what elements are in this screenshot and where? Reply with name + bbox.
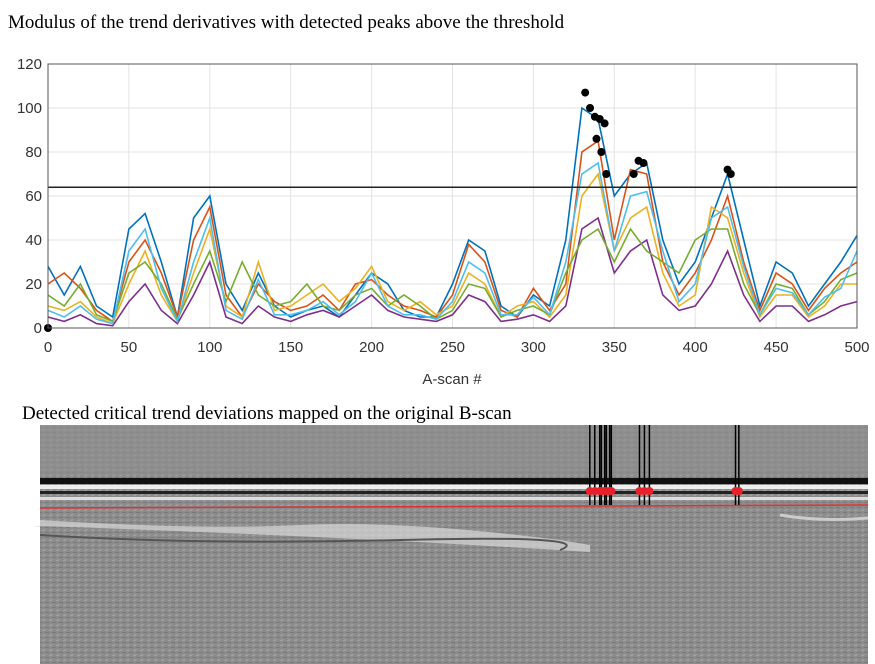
x-tick-label: 0 (44, 339, 52, 356)
y-tick-label: 20 (25, 276, 42, 293)
x-tick-label: 350 (602, 339, 627, 356)
bscan-deviation-marker (607, 487, 616, 495)
y-tick-label: 80 (25, 144, 42, 161)
y-tick-label: 100 (17, 100, 42, 117)
y-tick-label: 120 (17, 56, 42, 73)
y-tick-label: 40 (25, 232, 42, 249)
peak-marker (600, 119, 609, 128)
peak-marker (629, 170, 638, 178)
x-axis-label: A-scan # (422, 371, 482, 388)
series-line (47, 106, 858, 319)
bscan-title: Detected critical trend deviations mappe… (22, 403, 512, 424)
x-tick-label: 300 (521, 339, 546, 356)
series-line (47, 227, 858, 323)
chart-title: Modulus of the trend derivatives with de… (8, 12, 565, 33)
peak-marker (597, 148, 606, 156)
x-tick-label: 450 (764, 339, 789, 356)
x-tick-label: 150 (278, 339, 303, 356)
peak-marker (726, 170, 735, 178)
x-tick-label: 250 (440, 339, 465, 356)
bscan-image (33, 425, 869, 664)
y-tick-label: 60 (25, 188, 42, 205)
series-line (47, 161, 858, 325)
series-line (47, 216, 858, 327)
plot-frame (47, 63, 858, 329)
x-tick-label: 200 (359, 339, 384, 356)
peak-marker (592, 134, 601, 143)
peak-marker (586, 104, 595, 112)
x-tick-label: 500 (844, 339, 869, 356)
x-tick-label: 100 (197, 339, 222, 356)
peak-marker (602, 170, 611, 178)
bscan-deviation-marker (645, 487, 654, 495)
peak-marker (639, 159, 648, 167)
peak-marker (581, 88, 590, 97)
bscan-deviation-marker (734, 487, 743, 495)
x-tick-label: 400 (683, 339, 708, 356)
y-tick-label: 0 (34, 320, 42, 337)
series-line (47, 172, 857, 325)
x-tick-label: 50 (121, 339, 138, 356)
